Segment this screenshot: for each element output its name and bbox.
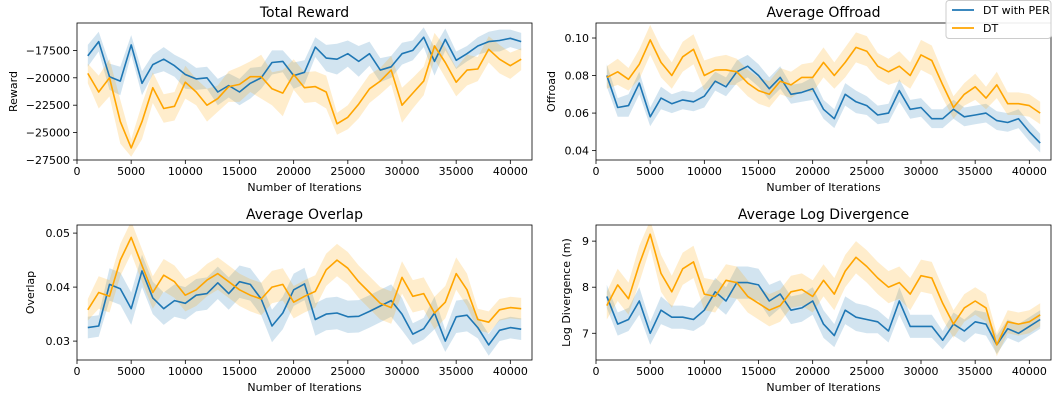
- x-axis-label: Number of Iterations: [766, 381, 880, 394]
- x-tick-label: 20000: [795, 165, 830, 178]
- x-tick-label: 5000: [117, 165, 145, 178]
- x-tick-label: 10000: [168, 365, 203, 378]
- x-tick-label: 10000: [687, 365, 722, 378]
- x-tick-label: 30000: [904, 365, 939, 378]
- x-tick-label: 35000: [958, 365, 993, 378]
- x-tick-label: 40000: [1012, 165, 1047, 178]
- x-tick-label: 25000: [849, 365, 884, 378]
- y-tick-label: 9: [582, 235, 589, 248]
- x-tick-label: 35000: [958, 165, 993, 178]
- x-tick-label: 20000: [795, 365, 830, 378]
- x-tick-label: 0: [593, 365, 600, 378]
- y-tick-label: 8: [582, 281, 589, 294]
- plot-area: [87, 27, 522, 157]
- y-tick-label: −20000: [26, 72, 70, 85]
- y-tick-label: −17500: [26, 44, 70, 57]
- confidence-band-dt: [606, 225, 1041, 357]
- y-tick-label: 7: [582, 327, 589, 340]
- x-tick-label: 35000: [439, 365, 474, 378]
- confidence-band-dt: [87, 32, 522, 157]
- axes-frame: [76, 224, 533, 361]
- y-tick-label: −22500: [26, 99, 70, 112]
- y-tick-label: 0.10: [565, 32, 590, 45]
- x-tick-label: 0: [593, 165, 600, 178]
- y-tick-label: 0.06: [565, 107, 590, 120]
- x-axis-label: Number of Iterations: [766, 181, 880, 194]
- y-tick-label: 0.08: [565, 70, 590, 83]
- confidence-band-dt: [606, 24, 1041, 125]
- x-tick-label: 30000: [385, 365, 420, 378]
- axes-frame: [76, 22, 533, 161]
- x-tick-label: 20000: [276, 365, 311, 378]
- x-tick-label: 30000: [904, 165, 939, 178]
- legend-label-dt: DT: [983, 22, 998, 35]
- confidence-band-dt-with-per: [87, 254, 522, 356]
- x-tick-label: 5000: [117, 365, 145, 378]
- y-axis-label: Log Divergence (m): [560, 238, 573, 347]
- x-tick-label: 5000: [636, 365, 664, 378]
- legend: DT with PER DT: [945, 0, 1052, 39]
- y-tick-label: −25000: [26, 127, 70, 140]
- subplot-4: 0 5000 10000 15000 20000 25000 30000 35000 40000…: [560, 207, 1052, 394]
- y-tick-label: 0.05: [46, 227, 71, 240]
- confidence-band-dt-with-per: [606, 54, 1041, 153]
- y-tick-label: 0.04: [46, 281, 71, 294]
- chart-title: Total Reward: [259, 5, 349, 21]
- x-tick-label: 25000: [849, 165, 884, 178]
- y-tick-label: −27500: [26, 154, 70, 167]
- x-tick-label: 40000: [493, 165, 528, 178]
- legend-label-dt-with-per: DT with PER: [983, 4, 1050, 17]
- plot-area: [606, 24, 1041, 153]
- x-tick-label: 40000: [493, 365, 528, 378]
- plot-area: [606, 225, 1041, 357]
- axes-frame: [595, 22, 1052, 161]
- x-axis-label: Number of Iterations: [247, 381, 361, 394]
- x-tick-label: 0: [74, 365, 81, 378]
- x-tick-label: 10000: [687, 165, 722, 178]
- y-axis-label: Overlap: [24, 271, 37, 314]
- x-tick-label: 0: [74, 165, 81, 178]
- subplot-2: 0 5000 10000 15000 20000 25000 30000 35000 40000…: [545, 5, 1052, 194]
- x-tick-label: 15000: [741, 165, 776, 178]
- chart-title: Average Log Divergence: [738, 207, 909, 223]
- x-tick-label: 40000: [1012, 365, 1047, 378]
- x-axis-label: Number of Iterations: [247, 181, 361, 194]
- subplots: 0 5000 10000 15000 20000 25000 30000 35000 40000…: [7, 5, 1052, 394]
- x-tick-label: 10000: [168, 165, 203, 178]
- x-tick-label: 15000: [741, 365, 776, 378]
- x-tick-label: 35000: [439, 165, 474, 178]
- x-tick-label: 20000: [276, 165, 311, 178]
- y-axis-label: Reward: [7, 71, 20, 112]
- confidence-band-dt: [87, 225, 522, 333]
- x-tick-label: 5000: [636, 165, 664, 178]
- x-tick-label: 25000: [330, 165, 365, 178]
- confidence-band-dt-with-per: [87, 27, 522, 106]
- plot-area: [87, 225, 522, 356]
- confidence-band-dt-with-per: [606, 266, 1041, 354]
- y-tick-label: 0.03: [46, 335, 71, 348]
- x-tick-label: 30000: [385, 165, 420, 178]
- x-tick-label: 25000: [330, 365, 365, 378]
- axes-frame: [595, 224, 1052, 361]
- chart-title: Average Offroad: [766, 5, 880, 21]
- subplot-3: 0 5000 10000 15000 20000 25000 30000 35000 40000…: [24, 207, 533, 394]
- x-tick-label: 15000: [222, 365, 257, 378]
- y-axis-label: Offroad: [545, 71, 558, 112]
- y-tick-label: 0.04: [565, 145, 590, 158]
- subplot-1: 0 5000 10000 15000 20000 25000 30000 35000 40000…: [7, 5, 533, 194]
- chart-title: Average Overlap: [246, 207, 363, 223]
- x-tick-label: 15000: [222, 165, 257, 178]
